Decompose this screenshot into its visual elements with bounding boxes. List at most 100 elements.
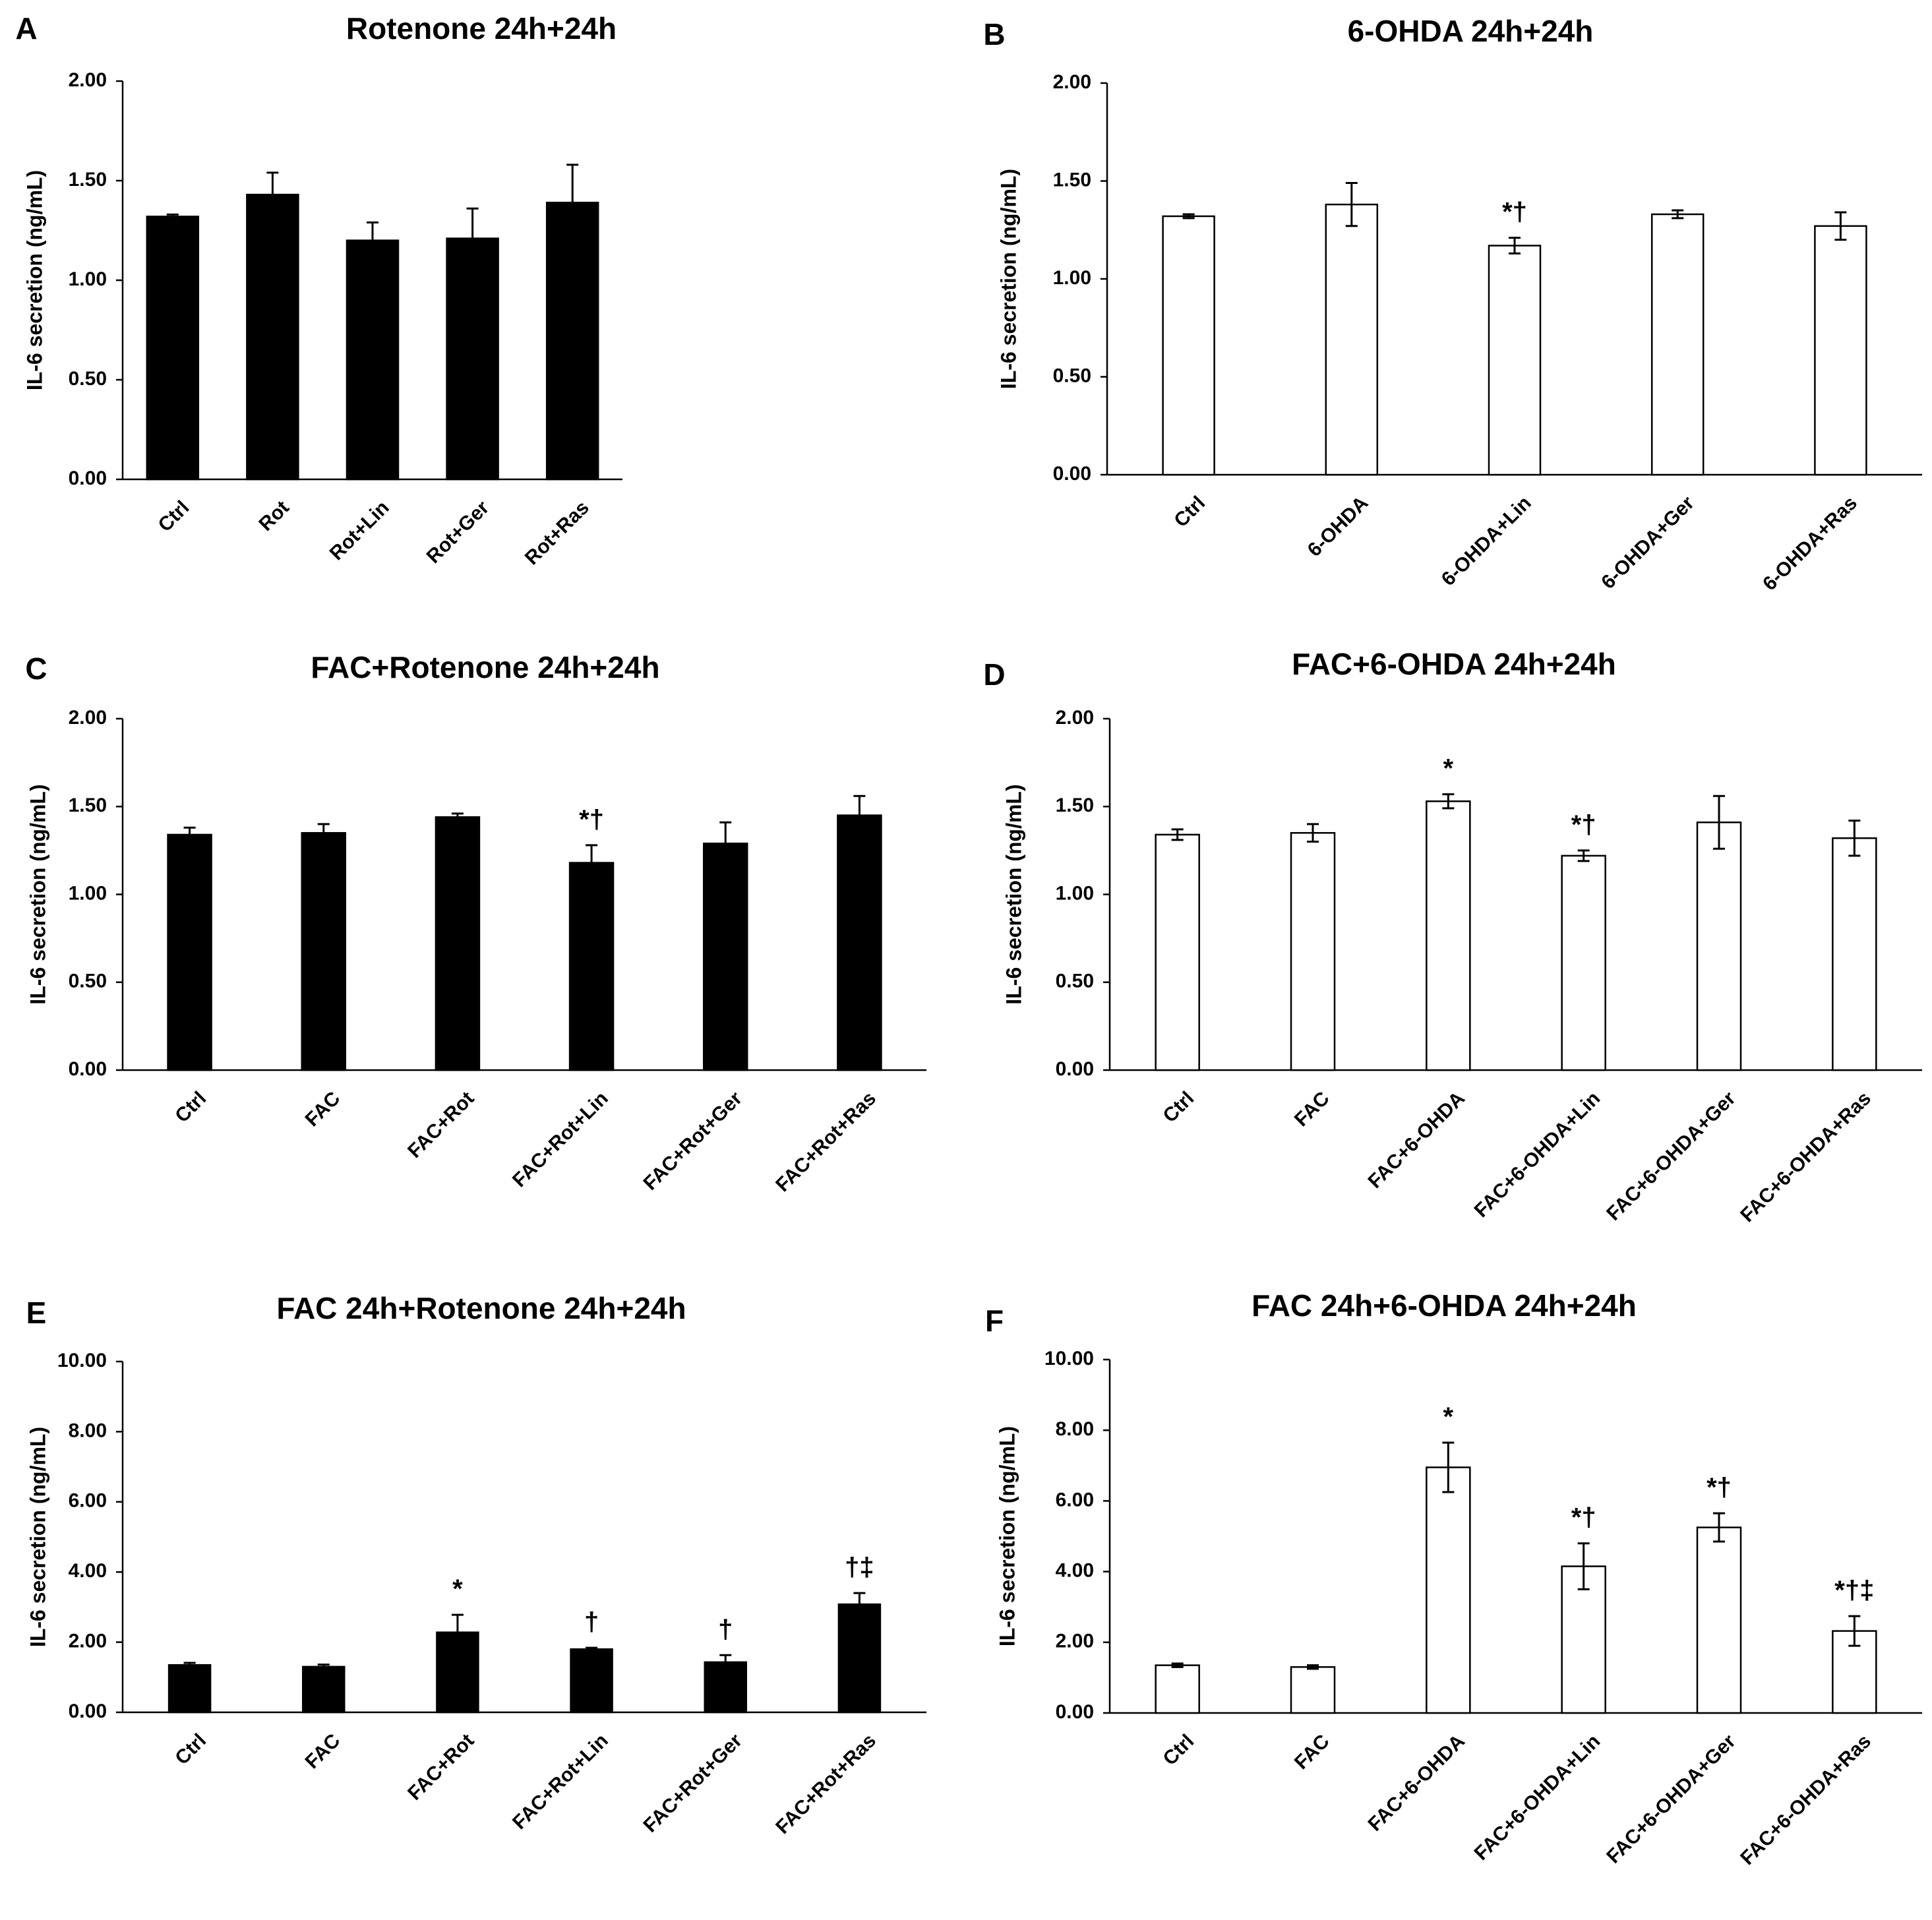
y-tick-label: 6.00 bbox=[1056, 1489, 1094, 1511]
bar bbox=[837, 1603, 882, 1714]
y-tick-label: 0.50 bbox=[69, 971, 107, 992]
x-tick-label: Ctrl bbox=[171, 1729, 210, 1769]
bar bbox=[1155, 1664, 1200, 1714]
x-tick-label: FAC+6-OHDA+Ras bbox=[1736, 1087, 1875, 1226]
x-tick-label: FAC+Rot bbox=[404, 1729, 478, 1804]
chart-title: FAC 24h+6-OHDA 24h+24h bbox=[1252, 1288, 1637, 1323]
bar bbox=[301, 831, 346, 1071]
bar bbox=[545, 201, 599, 481]
bar bbox=[246, 193, 299, 481]
panel-letter: E bbox=[26, 1296, 47, 1330]
y-tick-label: 2.00 bbox=[69, 707, 107, 729]
significance-marker: † bbox=[584, 1607, 599, 1636]
bar bbox=[167, 1664, 212, 1714]
chart-title: FAC 24h+Rotenone 24h+24h bbox=[276, 1291, 686, 1325]
bar bbox=[302, 1665, 346, 1714]
y-tick-label: 1.50 bbox=[1056, 795, 1094, 816]
x-tick-label: Ctrl bbox=[1159, 1730, 1198, 1770]
chart-panel-f: F FAC 24h+6-OHDA 24h+24h IL-6 secretion (n… bbox=[985, 1288, 1922, 1869]
y-tick-label: 1.50 bbox=[69, 795, 107, 816]
bar bbox=[436, 1631, 479, 1714]
y-axis-title: IL-6 secretion (ng/mL) bbox=[22, 170, 46, 390]
panel-letter: B bbox=[983, 17, 1005, 51]
x-tick-label: Ctrl bbox=[1170, 492, 1209, 531]
x-tick-label: FAC+6-OHDA bbox=[1364, 1087, 1469, 1192]
bar bbox=[1650, 213, 1705, 476]
bar bbox=[1488, 245, 1542, 476]
significance-marker: * bbox=[1443, 754, 1454, 783]
bar bbox=[146, 216, 200, 481]
bar bbox=[1325, 203, 1379, 476]
y-tick-label: 0.00 bbox=[69, 467, 107, 489]
x-tick-label: 6-OHDA+Ger bbox=[1597, 492, 1699, 593]
x-tick-label: FAC+Rot+Ger bbox=[639, 1087, 746, 1195]
panel-letter: A bbox=[15, 11, 37, 45]
x-tick-label: 6-OHDA+Lin bbox=[1437, 492, 1536, 590]
significance-marker: *† bbox=[1706, 1473, 1732, 1502]
y-tick-label: 0.50 bbox=[69, 368, 107, 390]
bar bbox=[1162, 215, 1215, 476]
x-tick-label: FAC+Rot+Ras bbox=[771, 1087, 880, 1196]
x-tick-label: FAC+6-OHDA+Lin bbox=[1470, 1730, 1605, 1865]
y-tick-label: 0.00 bbox=[1056, 1058, 1094, 1080]
x-tick-label: FAC bbox=[1290, 1087, 1334, 1131]
y-tick-label: 1.00 bbox=[69, 882, 107, 904]
y-tick-label: 0.00 bbox=[1053, 463, 1091, 485]
bar bbox=[1155, 833, 1200, 1071]
bar bbox=[167, 833, 212, 1071]
x-tick-label: Ctrl bbox=[1159, 1087, 1198, 1127]
chart-panel-c: C FAC+Rotenone 24h+24h IL-6 secretion (ng/… bbox=[25, 650, 926, 1196]
y-tick-label: 2.00 bbox=[69, 1631, 107, 1652]
x-tick-label: 6-OHDA bbox=[1304, 492, 1373, 561]
y-axis-title: IL-6 secretion (ng/mL) bbox=[995, 1426, 1019, 1646]
x-tick-label: Ctrl bbox=[154, 496, 194, 536]
x-tick-label: Rot bbox=[255, 496, 293, 535]
y-tick-label: 1.50 bbox=[69, 169, 107, 191]
y-tick-label: 2.00 bbox=[69, 69, 107, 91]
y-tick-label: 0.50 bbox=[1056, 971, 1094, 992]
significance-marker: † bbox=[718, 1615, 733, 1644]
y-axis-title: IL-6 secretion (ng/mL) bbox=[26, 1427, 49, 1647]
y-tick-label: 0.00 bbox=[69, 1058, 107, 1080]
x-tick-label: FAC bbox=[301, 1087, 345, 1131]
significance-marker: *† bbox=[1571, 1503, 1596, 1532]
significance-marker: †‡ bbox=[845, 1553, 874, 1582]
x-tick-label: FAC+6-OHDA+Lin bbox=[1470, 1087, 1605, 1222]
y-axis-title: IL-6 secretion (ng/mL) bbox=[996, 169, 1020, 389]
significance-marker: *† bbox=[1571, 810, 1596, 839]
y-tick-label: 1.00 bbox=[1056, 882, 1094, 904]
y-tick-label: 0.00 bbox=[69, 1700, 107, 1722]
panel-letter: D bbox=[983, 657, 1005, 692]
bar bbox=[1696, 1526, 1742, 1714]
x-tick-label: FAC+6-OHDA+Ger bbox=[1602, 1730, 1740, 1868]
x-tick-label: FAC bbox=[301, 1729, 345, 1773]
y-axis-title: IL-6 secretion (ng/mL) bbox=[1002, 784, 1025, 1004]
y-tick-label: 0.50 bbox=[1053, 365, 1091, 386]
y-tick-label: 1.00 bbox=[69, 268, 107, 290]
bar bbox=[1426, 800, 1471, 1071]
panel-letter: F bbox=[985, 1304, 1004, 1338]
bar bbox=[1290, 831, 1336, 1071]
bar bbox=[837, 814, 882, 1071]
y-tick-label: 1.00 bbox=[1053, 267, 1091, 289]
bar bbox=[435, 816, 481, 1071]
x-tick-label: Rot+Lin bbox=[326, 496, 394, 564]
chart-title: Rotenone 24h+24h bbox=[346, 11, 617, 45]
y-tick-label: 2.00 bbox=[1053, 71, 1091, 93]
significance-marker: *† bbox=[579, 805, 604, 834]
bar bbox=[1561, 855, 1606, 1071]
bar bbox=[446, 237, 499, 481]
y-tick-label: 8.00 bbox=[69, 1420, 107, 1441]
chart-panel-d: D FAC+6-OHDA 24h+24h IL-6 secretion (ng/mL… bbox=[983, 647, 1922, 1226]
bar bbox=[704, 1661, 747, 1714]
y-tick-label: 8.00 bbox=[1056, 1418, 1094, 1440]
chart-title: FAC+6-OHDA 24h+24h bbox=[1292, 647, 1616, 681]
x-tick-label: FAC bbox=[1290, 1730, 1334, 1774]
bar bbox=[346, 239, 400, 481]
chart-panel-b: B 6-OHDA 24h+24h IL-6 secretion (ng/mL) 0.0… bbox=[983, 14, 1922, 595]
x-tick-label: 6-OHDA+Ras bbox=[1759, 492, 1861, 595]
bar bbox=[1832, 837, 1877, 1071]
x-tick-label: FAC+Rot+Ras bbox=[771, 1729, 880, 1838]
bar bbox=[570, 1648, 613, 1714]
